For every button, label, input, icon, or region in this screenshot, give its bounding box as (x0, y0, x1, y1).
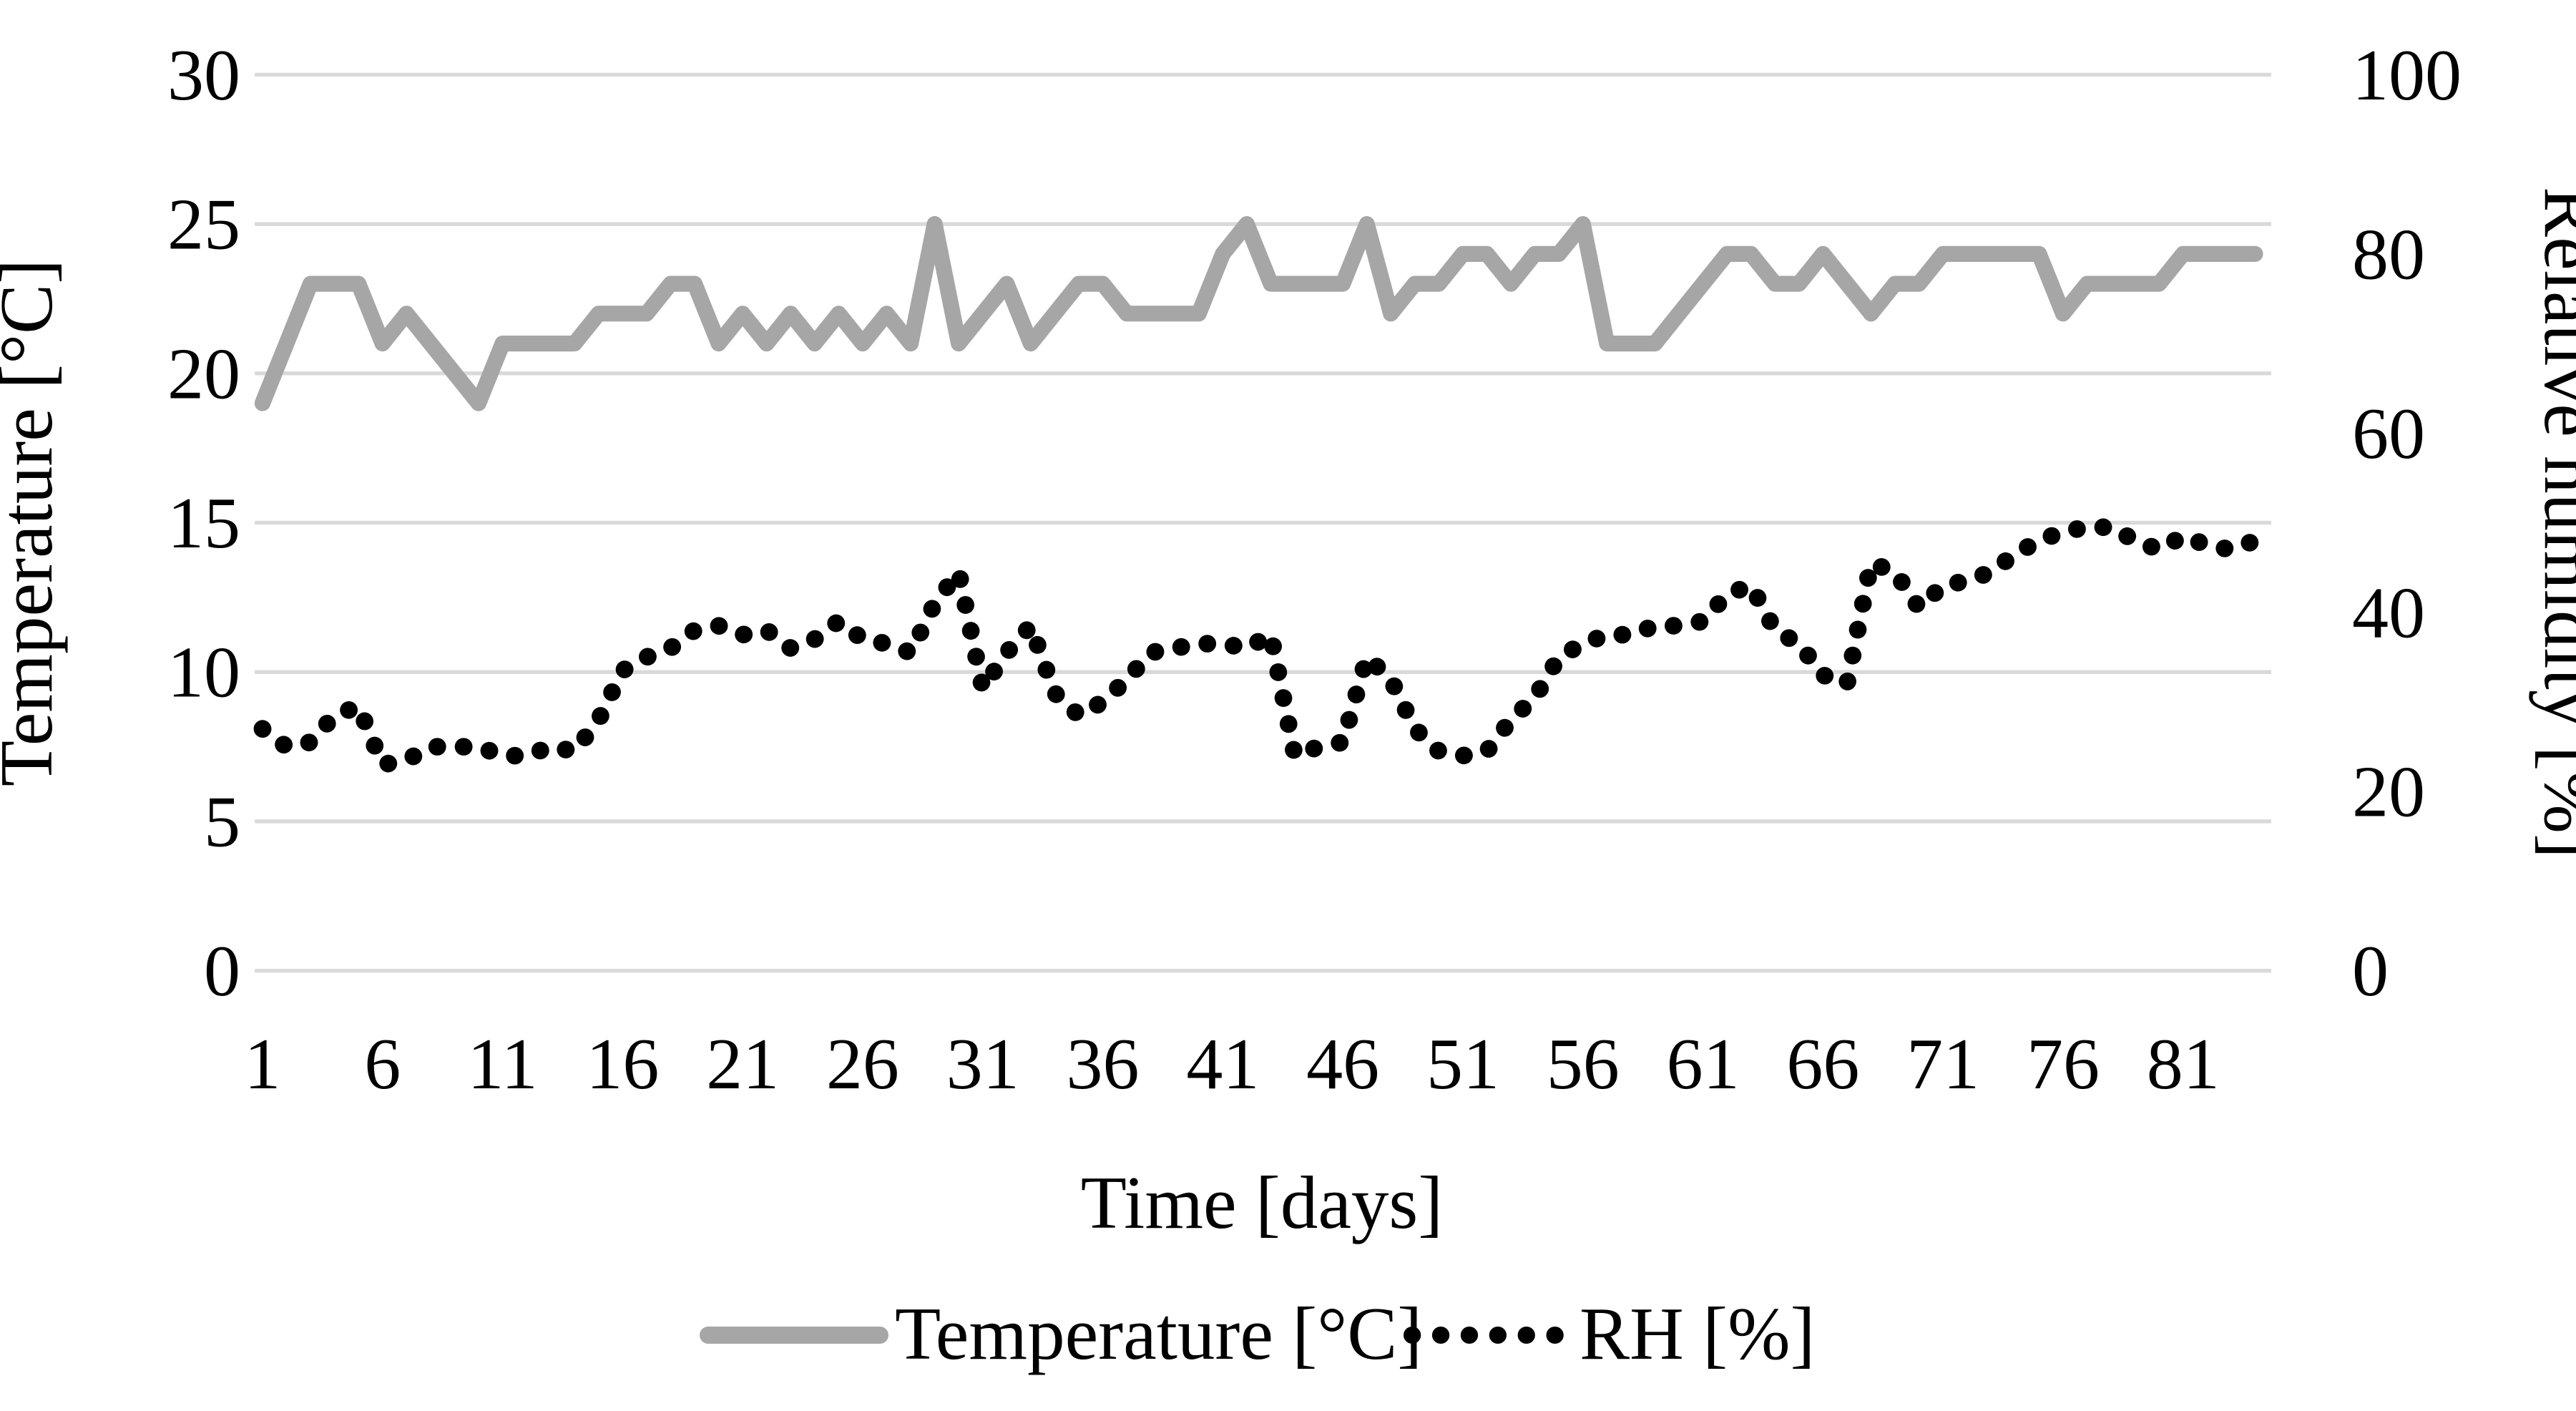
x-axis-tick-label: 46 (1306, 1024, 1379, 1105)
x-axis-tick-label: 71 (1906, 1024, 1979, 1105)
x-axis-tick-label: 26 (826, 1024, 899, 1105)
legend: Temperature [°C] RH [%] (700, 1292, 1816, 1375)
legend-label-rh: RH [%] (1580, 1292, 1816, 1375)
y-axis-left-title: Temperature [°C] (0, 259, 68, 786)
x-axis-tick-label: 6 (364, 1024, 401, 1105)
y-axis-left-tick-label: 10 (167, 633, 240, 713)
x-axis-tick-label: 41 (1186, 1024, 1259, 1105)
x-axis-tick-labels: 1 6 11 16 21 26 31 36 41 46 51 56 61 66 71 76 81 (244, 1024, 2219, 1105)
y-axis-right-tick-labels: 100 80 60 40 20 0 (2352, 35, 2462, 1012)
y-axis-right-tick-label: 100 (2352, 35, 2462, 116)
x-axis-tick-label: 11 (467, 1024, 537, 1105)
legend-item-temperature: Temperature [°C] (700, 1292, 1422, 1375)
y-axis-left-tick-label: 25 (167, 185, 240, 265)
x-axis-tick-label: 16 (586, 1024, 659, 1105)
legend-label-temperature: Temperature [°C] (895, 1292, 1422, 1375)
y-axis-right-tick-label: 80 (2352, 214, 2425, 295)
x-axis-title: Time [days] (1081, 1161, 1444, 1244)
y-axis-left-tick-label: 0 (204, 931, 240, 1012)
y-axis-left-tick-label: 15 (167, 483, 240, 564)
y-axis-right-tick-label: 40 (2352, 572, 2425, 653)
x-axis-tick-label: 1 (244, 1024, 280, 1105)
y-axis-right-tick-label: 0 (2352, 931, 2389, 1012)
x-axis-tick-label: 61 (1667, 1024, 1740, 1105)
legend-item-rh: RH [%] (1404, 1292, 1816, 1375)
y-axis-left-tick-label: 20 (167, 333, 240, 414)
x-axis-tick-label: 56 (1547, 1024, 1620, 1105)
y-axis-right-title: Relative humidity [%] (2529, 187, 2576, 859)
y-axis-right-tick-label: 60 (2352, 394, 2425, 474)
x-axis-tick-label: 81 (2147, 1024, 2220, 1105)
x-axis-tick-label: 21 (706, 1024, 779, 1105)
y-axis-left-tick-label: 30 (167, 35, 240, 116)
x-axis-tick-label: 36 (1067, 1024, 1140, 1105)
y-axis-left-tick-label: 5 (204, 781, 240, 862)
x-axis-tick-label: 31 (946, 1024, 1019, 1105)
y-axis-left-tick-labels: 30 25 20 15 10 5 0 (167, 35, 240, 1012)
x-axis-tick-label: 66 (1786, 1024, 1859, 1105)
temperature-line (254, 216, 2263, 411)
gridlines-group (255, 72, 2271, 973)
y-axis-right-tick-label: 20 (2352, 752, 2425, 833)
x-axis-tick-label: 51 (1426, 1024, 1499, 1105)
series-group (253, 216, 2264, 773)
rh-dotted-line (253, 518, 2264, 773)
x-axis-tick-label: 76 (2027, 1024, 2100, 1105)
